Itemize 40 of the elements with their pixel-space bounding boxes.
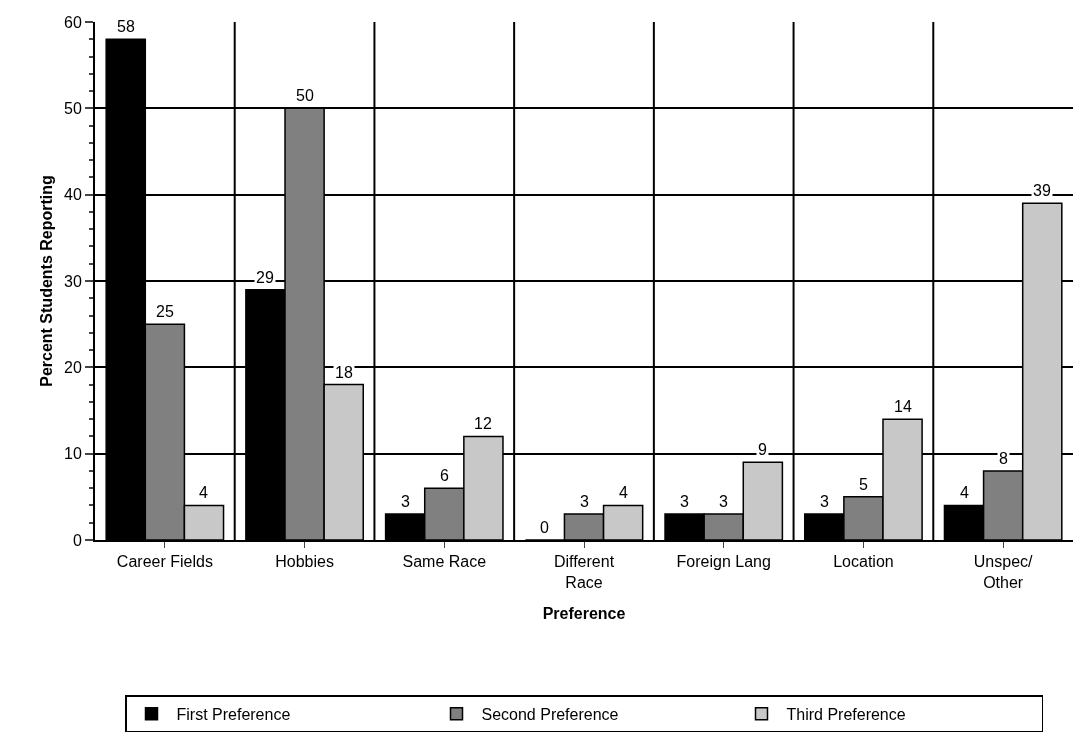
data-label: 5 xyxy=(859,476,868,493)
data-label: 4 xyxy=(199,484,208,501)
data-label: 4 xyxy=(619,484,628,501)
legend-label: First Preference xyxy=(176,706,291,724)
data-label: 8 xyxy=(999,450,1008,467)
y-tick-label: 40 xyxy=(64,186,82,204)
data-label: 3 xyxy=(719,493,728,510)
y-tick-label: 10 xyxy=(64,445,82,463)
x-tick-label: Unspec/ Other xyxy=(973,553,1034,591)
y-tick-label: 20 xyxy=(64,358,82,376)
y-tick-label: 50 xyxy=(64,99,82,117)
data-label: 58 xyxy=(117,18,135,35)
data-label: 3 xyxy=(580,493,589,510)
data-label: 4 xyxy=(960,484,969,501)
y-tick-label: 0 xyxy=(72,531,82,549)
data-label: 0 xyxy=(540,519,549,536)
data-label: 3 xyxy=(680,493,689,510)
x-tick-label: Different Race xyxy=(553,553,615,591)
data-label: 18 xyxy=(335,364,353,381)
x-tick-label: Career Fields xyxy=(116,553,213,571)
data-label: 3 xyxy=(401,493,410,510)
data-label: 14 xyxy=(894,398,912,415)
data-label: 50 xyxy=(296,87,314,104)
x-tick-label: Same Race xyxy=(402,553,487,571)
data-label: 39 xyxy=(1033,182,1051,199)
x-tick-label: Foreign Lang xyxy=(676,553,771,571)
data-label: 6 xyxy=(440,467,449,484)
y-tick-label: 60 xyxy=(64,13,82,31)
x-axis-title: Preference xyxy=(542,605,626,623)
x-tick-label: Hobbies xyxy=(275,553,334,571)
legend-label: Third Preference xyxy=(786,706,906,724)
data-label: 9 xyxy=(758,441,767,458)
data-label: 3 xyxy=(820,493,829,510)
y-tick-label: 30 xyxy=(64,272,82,290)
x-tick-label: Location xyxy=(833,553,894,571)
y-axis-title: Percent Students Reporting xyxy=(38,175,55,387)
legend-label: Second Preference xyxy=(481,706,619,724)
data-label: 25 xyxy=(156,303,174,320)
data-label: 29 xyxy=(256,269,274,286)
data-label: 12 xyxy=(474,415,492,432)
